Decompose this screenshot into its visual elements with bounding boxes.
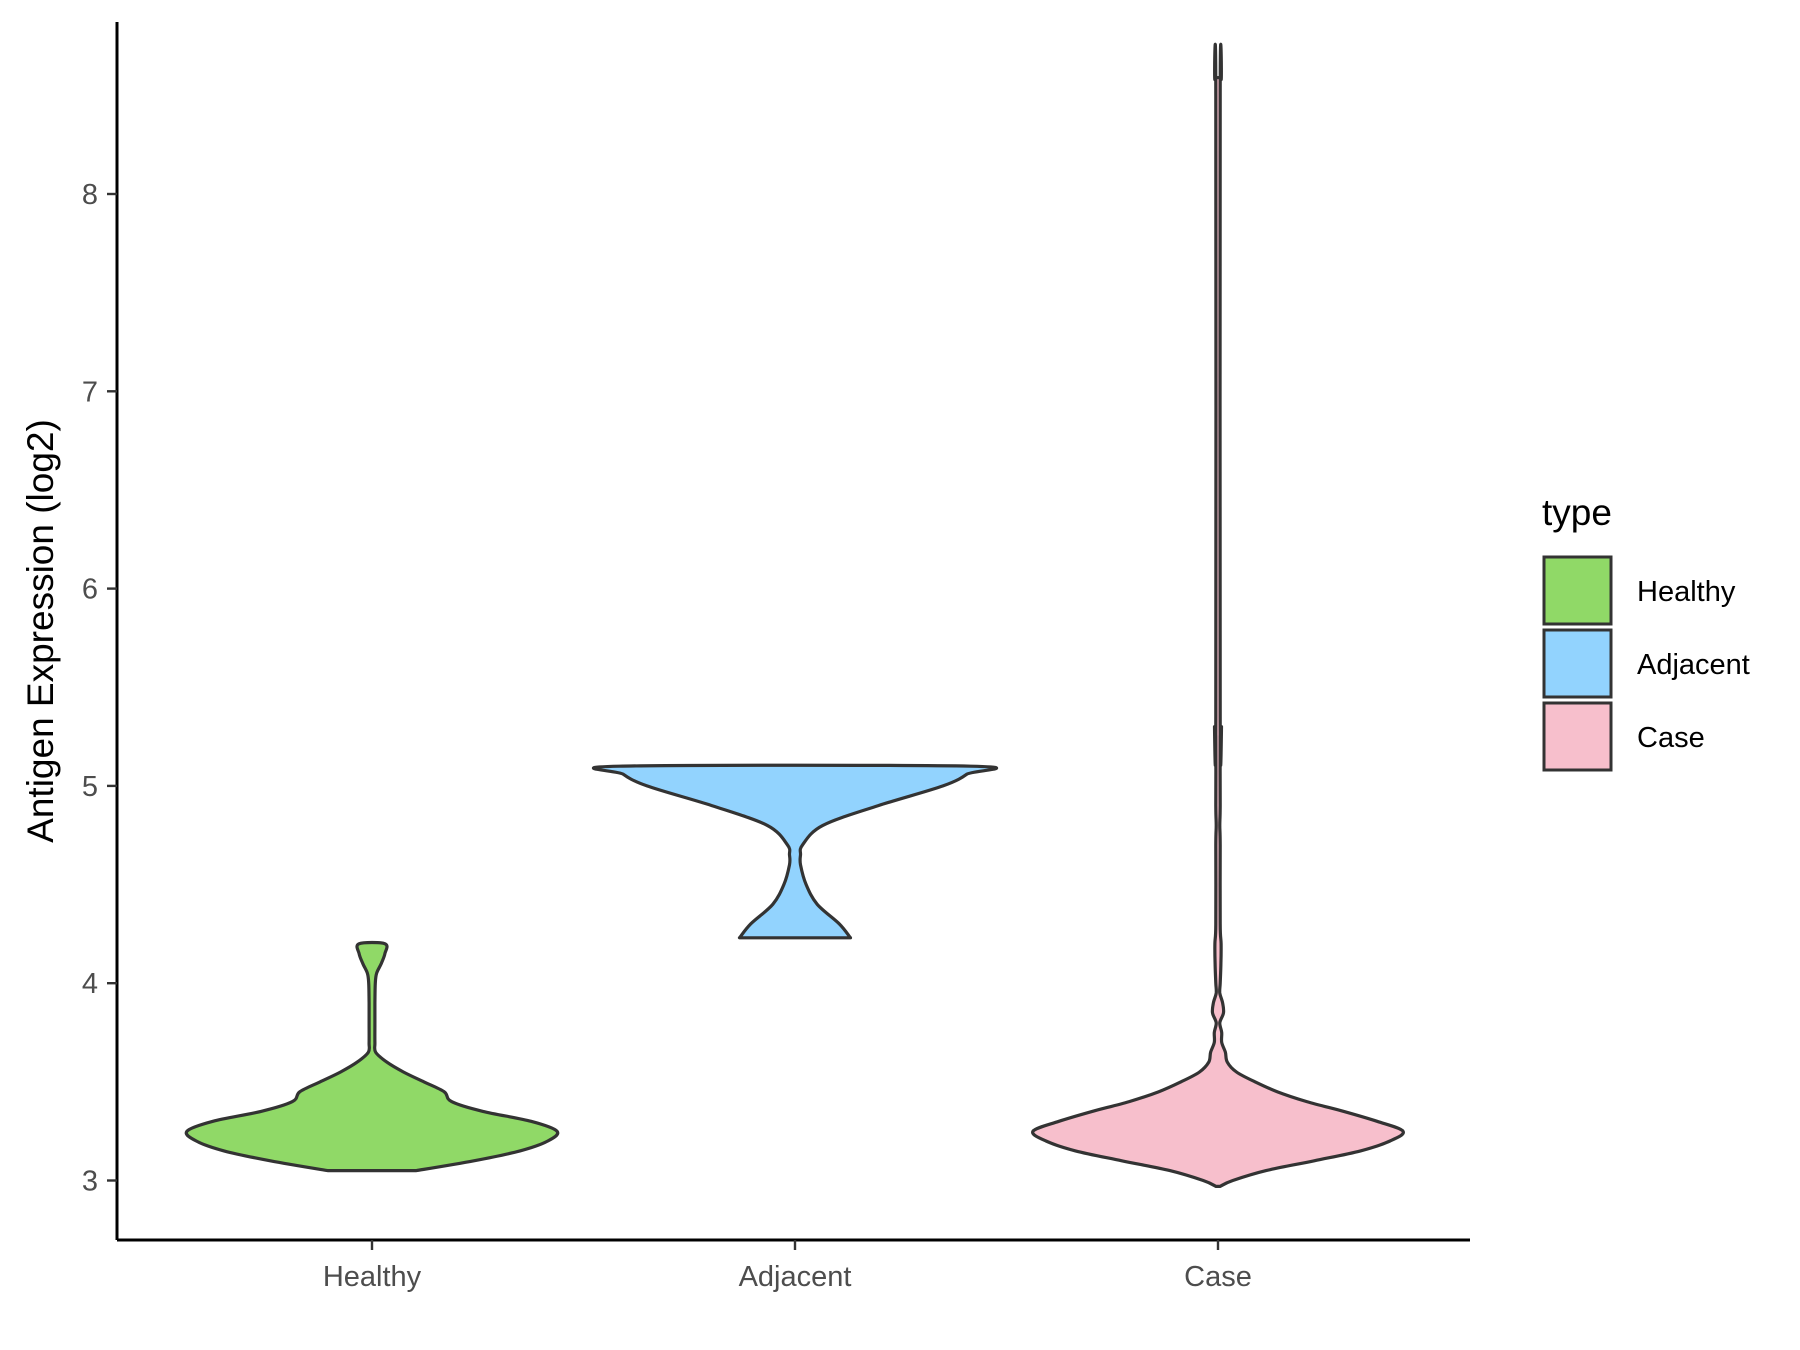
legend-key-case <box>1542 701 1613 772</box>
violin-case <box>1031 43 1405 1188</box>
violin-healthy <box>184 940 560 1173</box>
legend-title: type <box>1542 492 1612 533</box>
y-tick-label: 3 <box>82 1166 98 1198</box>
y-tick-label: 6 <box>82 574 98 606</box>
y-axis-title: Antigen Expression (log2) <box>20 419 61 843</box>
y-tick-label: 8 <box>82 179 98 211</box>
y-tick-label: 5 <box>82 771 98 803</box>
legend-label-adjacent: Adjacent <box>1637 649 1750 681</box>
y-tick-label: 7 <box>82 376 98 408</box>
legend: Healthy Adjacent Case <box>1542 555 1750 772</box>
legend-key-healthy <box>1542 555 1613 626</box>
violin-adjacent <box>592 763 999 940</box>
violins-layer <box>184 43 1405 1188</box>
x-tick-label: Adjacent <box>739 1261 852 1293</box>
x-tick-label: Case <box>1184 1261 1252 1293</box>
y-ticks: 3 4 5 6 7 8 <box>82 179 117 1198</box>
legend-label-healthy: Healthy <box>1637 576 1736 608</box>
y-tick-label: 4 <box>82 968 98 1000</box>
x-tick-label: Healthy <box>323 1261 422 1293</box>
x-ticks: Healthy Adjacent Case <box>323 1240 1252 1293</box>
legend-key-adjacent <box>1542 628 1613 699</box>
legend-label-case: Case <box>1637 722 1705 754</box>
